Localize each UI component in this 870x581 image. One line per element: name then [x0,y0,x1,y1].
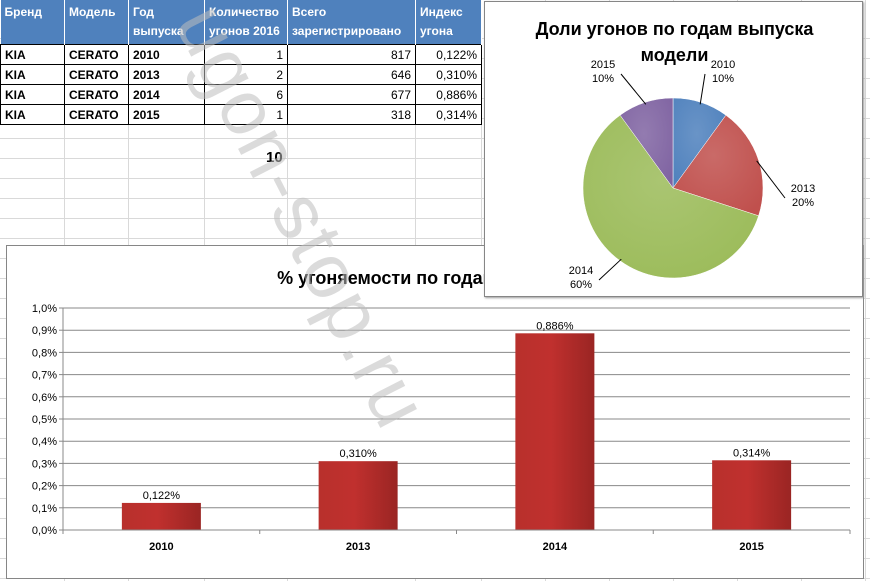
pie-label: 2010 [711,59,735,71]
data-label: 0,314% [733,447,771,459]
table-cell[interactable]: CERATO [64,44,129,65]
data-label: 0,310% [339,448,377,460]
bar-2013 [318,461,398,530]
table-cell[interactable]: KIA [0,84,65,105]
table-row: KIA CERATO 2014 6 677 0,886% [0,84,482,105]
column-header: Индекс угона [415,0,482,45]
pie-title-line-2: модели [640,45,709,65]
column-header-text: Год [133,5,154,19]
column-header-text: угона [420,24,453,38]
pie-leader-line [699,73,706,105]
table-row: KIA CERATO 2013 2 646 0,310% [0,64,482,85]
table-cell[interactable]: 0,886% [415,84,482,105]
y-tick-label: 0,9% [32,325,57,337]
column-header-text: угонов 2016 [209,24,280,38]
pie-label: 20% [792,197,814,209]
pie-label: 10% [712,73,734,85]
y-tick-label: 0,3% [32,458,57,470]
table-cell[interactable]: CERATO [64,84,129,105]
pie-chart[interactable]: Доли угонов по годам выпуска модели 2010… [484,1,863,297]
bar-chart-plot: 0,0% 0,1% 0,2% 0,3% 0,4% 0,5% 0,6% 0,7% 0,8% 0,9%… [32,303,851,553]
column-header-text: Бренд [4,5,43,19]
y-tick-label: 0,1% [32,503,57,515]
table-cell[interactable]: CERATO [64,64,129,85]
table-cell[interactable]: KIA [0,104,65,125]
table-cell[interactable]: KIA [0,64,65,85]
pie-title-line-1: Доли угонов по годам выпуска [535,19,814,39]
pie-leader-line [620,73,647,105]
pie-slice-2013 [672,114,764,217]
x-tick-label: 2010 [149,541,173,553]
column-header-text: Количество [209,5,279,19]
bar-chart[interactable]: % угоняемости по годам выпуска 0,0% 0,1% 0… [6,245,864,579]
column-header: Бренд [0,0,65,45]
table-cell[interactable]: 2010 [128,44,205,65]
column-header: Модель [64,0,129,45]
pie-slice-2015 [619,97,674,189]
y-tick-label: 0,4% [32,436,57,448]
data-label: 0,122% [143,490,181,502]
table-cell[interactable]: 1 [204,44,288,65]
bar-2015 [712,460,792,530]
table-cell[interactable]: 646 [287,64,416,85]
pie-leader-line [598,258,622,281]
table-cell[interactable]: 2013 [128,64,205,85]
table-cell[interactable]: CERATO [64,104,129,125]
table-cell[interactable]: 2015 [128,104,205,125]
pie-label: 2015 [591,59,615,71]
table-cell[interactable]: 0,122% [415,44,482,65]
bar-2014 [515,333,595,530]
x-tick-label: 2013 [346,541,370,553]
table-cell[interactable]: 318 [287,104,416,125]
table-cell[interactable]: 2 [204,64,288,85]
table-body: KIA CERATO 2010 1 817 0,122% KIA CERATO 2013 2 646… [0,44,482,125]
x-tick-label: 2014 [543,541,568,553]
table-cell[interactable]: 0,310% [415,64,482,85]
y-tick-label: 0,6% [32,392,57,404]
y-tick-label: 0,8% [32,347,57,359]
table-row: KIA CERATO 2010 1 817 0,122% [0,44,482,65]
y-tick-label: 0,7% [32,370,57,382]
table-cell[interactable]: 2014 [128,84,205,105]
pie-chart-plot: 2010 10% 2013 20% 2014 60% 2015 10% [569,59,815,291]
column-header-text: Всего [292,5,327,19]
pie-chart-title: Доли угонов по годам выпуска модели [485,16,864,68]
y-tick-label: 0,5% [32,414,57,426]
table-row: KIA CERATO 2015 1 318 0,314% [0,104,482,125]
pie-leader-line [756,160,786,199]
total-thefts-value: 10 [266,149,283,166]
pie-label: 10% [592,73,614,85]
table-cell[interactable]: KIA [0,44,65,65]
table-cell[interactable]: 0,314% [415,104,482,125]
data-table: Бренд Модель Год выпуска Количество угонов 20… [0,0,482,125]
data-label: 0,886% [536,320,574,332]
column-header: Всего зарегистрировано [287,0,416,45]
column-header-text: Индекс [420,5,463,19]
table-cell[interactable]: 6 [204,84,288,105]
column-header: Год выпуска [128,0,205,45]
column-header: Количество угонов 2016 [204,0,288,45]
table-cell[interactable]: 677 [287,84,416,105]
pie-label: 2014 [569,265,593,277]
column-header-text: выпуска [133,24,184,38]
x-tick-label: 2015 [739,541,763,553]
bar-2010 [121,502,201,530]
table-header-row: Бренд Модель Год выпуска Количество угонов 20… [0,0,482,45]
y-tick-label: 0,2% [32,481,57,493]
pie-label: 60% [570,279,592,291]
column-header-text: Модель [69,5,116,19]
table-cell[interactable]: 1 [204,104,288,125]
y-tick-label: 1,0% [32,303,57,315]
y-tick-label: 0,0% [32,525,57,537]
pie-label: 2013 [791,183,815,195]
table-cell[interactable]: 817 [287,44,416,65]
column-header-text: зарегистрировано [292,24,402,38]
